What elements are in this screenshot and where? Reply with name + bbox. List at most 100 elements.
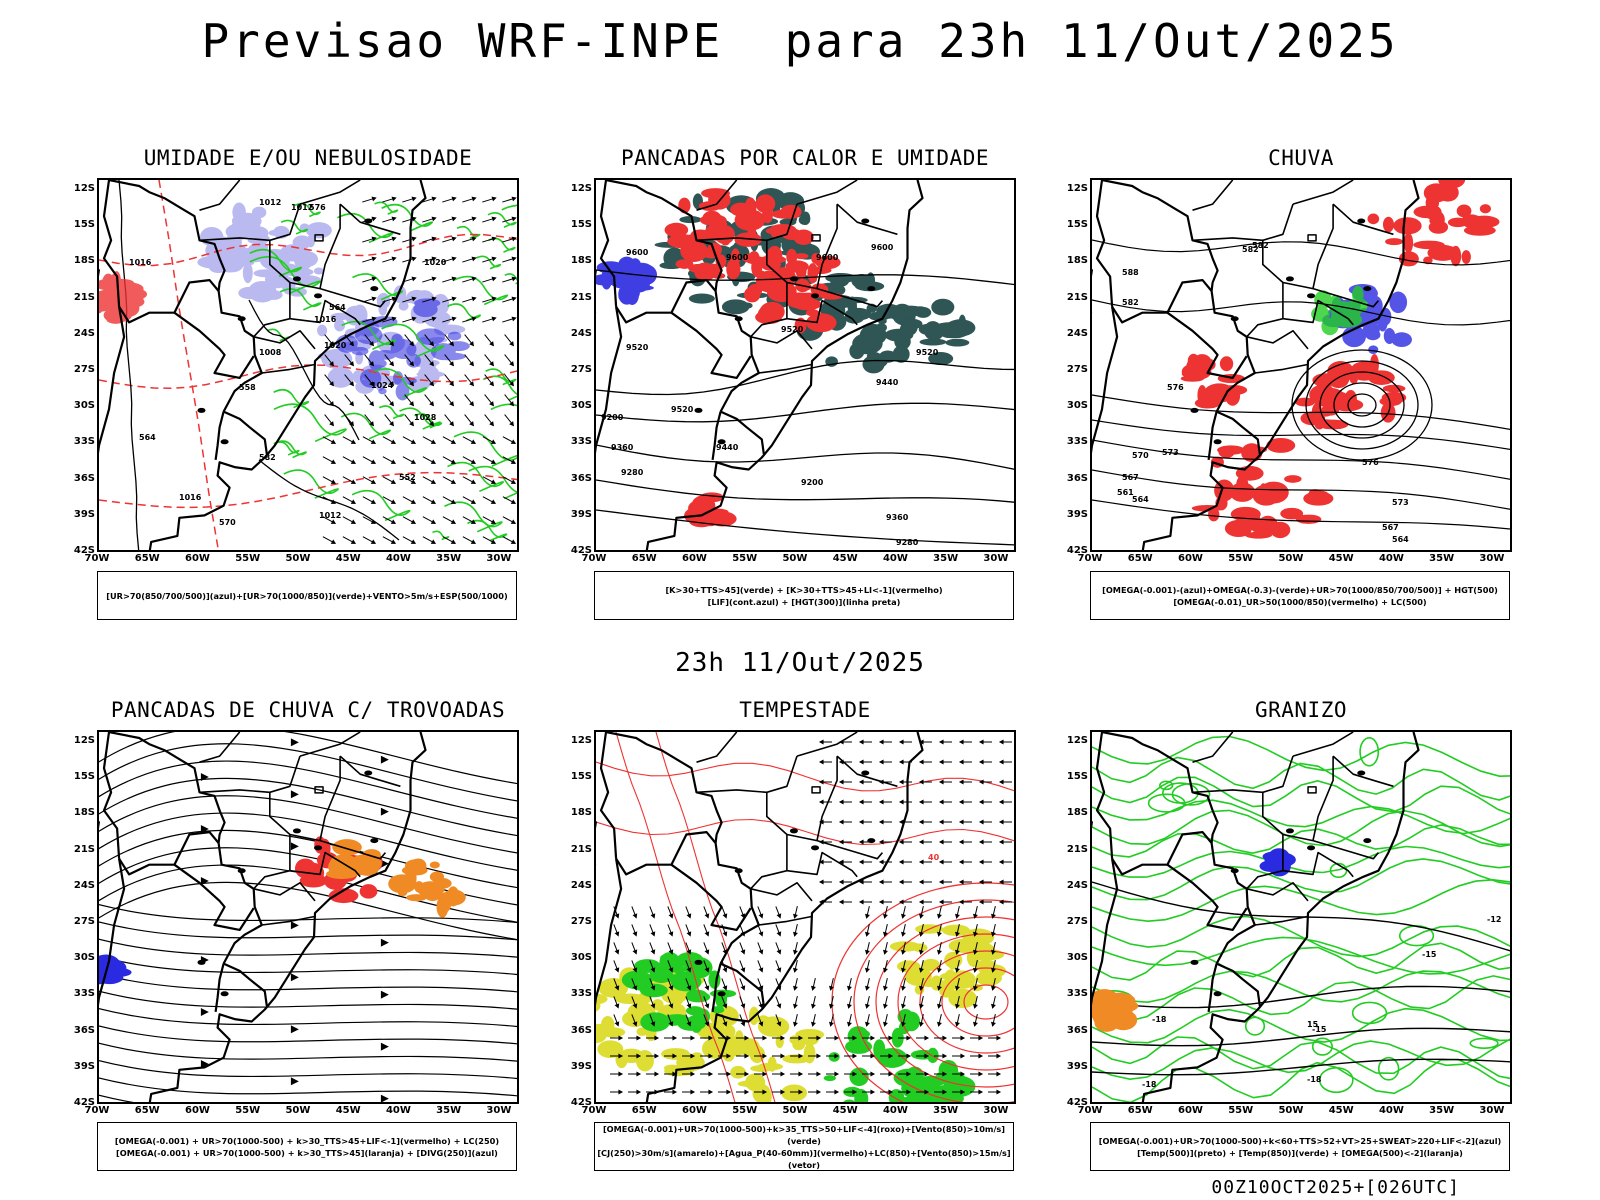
- latitude-label: 39S: [73, 508, 95, 520]
- latitude-label: 30S: [73, 400, 95, 412]
- border-line: [1101, 732, 1219, 844]
- border-line: [714, 290, 760, 413]
- border-line: [199, 732, 241, 763]
- contour-line: [941, 967, 1014, 1037]
- legend-box: [K>30+TTS>45](verde) + [K>30+TTS>45+LI<-…: [594, 571, 1014, 620]
- contour-line: [341, 320, 397, 350]
- longitude-label: 65W: [631, 1105, 657, 1116]
- streamline-arrow: [380, 1094, 389, 1102]
- latitude-label: 21S: [73, 843, 95, 855]
- lake-mark: [314, 845, 323, 851]
- longitude-label: 60W: [184, 553, 210, 564]
- contour-label: 564: [1132, 495, 1149, 504]
- border-line: [118, 858, 175, 876]
- latitude-label: 15S: [570, 219, 592, 231]
- coastline-east: [645, 180, 924, 550]
- border-line: [670, 279, 717, 314]
- contour-line: [1092, 824, 1510, 858]
- contour-label: 1024: [371, 381, 394, 390]
- lake-mark: [220, 439, 229, 445]
- legend-line: [CJ(250)>30m/s](amarelo)+[Agua_P(40-60mm…: [597, 1147, 1011, 1170]
- border-line: [319, 287, 387, 308]
- border-line: [1111, 858, 1168, 876]
- border-line: [696, 755, 798, 794]
- latitude-label: 42S: [570, 1097, 592, 1108]
- contour-label: 9280: [896, 538, 919, 547]
- longitude-label: 55W: [235, 1105, 261, 1116]
- latitude-label: 42S: [1066, 545, 1088, 556]
- lake-mark: [717, 439, 726, 445]
- streamline-arrow: [290, 738, 299, 747]
- border-line: [1332, 755, 1394, 788]
- country-borders: [99, 180, 427, 550]
- contour-line: [468, 465, 517, 500]
- longitude-label: 50W: [782, 553, 808, 564]
- latitude-label: 30S: [73, 952, 95, 964]
- contour-label: 40: [928, 853, 940, 862]
- streamline: [99, 881, 517, 941]
- contour-line: [279, 288, 322, 311]
- border-line: [289, 756, 341, 842]
- border-line: [319, 839, 387, 860]
- border-line: [1254, 363, 1308, 374]
- lake-mark: [694, 407, 703, 413]
- longitude-label: 50W: [1278, 553, 1304, 564]
- lake-mark: [1307, 845, 1316, 851]
- omega500-area: [1092, 989, 1139, 1032]
- panel-title: CHUVA: [1268, 146, 1334, 170]
- contour-line: [99, 233, 517, 267]
- panel-title: PANCADAS POR CALOR E UMIDADE: [620, 146, 989, 170]
- contour-line: [919, 950, 1014, 1054]
- longitude-label: 65W: [1127, 1105, 1153, 1116]
- streamline-arrow: [290, 1025, 299, 1034]
- contour-line: [1092, 469, 1510, 510]
- contour-label: 1028: [414, 413, 437, 422]
- contour-line: [1377, 1056, 1400, 1081]
- streamline-arrow: [290, 1077, 299, 1086]
- contour-line: [248, 299, 360, 441]
- border-line: [750, 792, 788, 890]
- contour-line: [1092, 1038, 1510, 1081]
- border-line: [670, 863, 752, 931]
- rain-omega-area: [1294, 353, 1407, 430]
- contour-label: 558: [239, 383, 256, 392]
- latitude-label: 12S: [73, 735, 95, 747]
- border-line: [1192, 180, 1234, 211]
- lake-mark: [237, 316, 246, 322]
- contour-label: 570: [219, 518, 236, 527]
- border-line: [670, 831, 717, 866]
- border-line: [711, 411, 722, 461]
- contour-line: [1092, 809, 1510, 848]
- lake-mark: [789, 276, 798, 282]
- longitude-label: 60W: [1177, 1105, 1203, 1116]
- border-line: [261, 363, 315, 374]
- contour-label: 9600: [726, 253, 749, 262]
- border-line: [102, 732, 121, 859]
- contour-label: 573: [1162, 448, 1179, 457]
- border-line: [214, 411, 225, 461]
- contour-label: 570: [1132, 451, 1149, 460]
- border-line: [1210, 842, 1256, 965]
- contour-label: 582: [1242, 245, 1259, 254]
- latitude-label: 27S: [73, 364, 95, 376]
- lake-mark: [1307, 293, 1316, 299]
- latitude-label: 15S: [1066, 219, 1088, 231]
- coastline-east: [1141, 180, 1420, 550]
- longitude-label: 35W: [436, 553, 462, 564]
- border-line: [99, 858, 126, 1006]
- contour-line: [1092, 439, 1510, 480]
- lake-mark: [1285, 276, 1294, 282]
- border-line: [786, 299, 858, 326]
- latitude-label: 33S: [570, 436, 592, 448]
- streamline-arrow: [290, 790, 299, 799]
- border-line: [99, 306, 126, 454]
- border-line: [750, 330, 813, 350]
- longitude-label: 45W: [1328, 553, 1354, 564]
- contour-labels: -12 -15 -18 -15 -18 -18 15: [1142, 915, 1501, 1089]
- coastline-east: [148, 732, 427, 1102]
- longitude-label: 45W: [1328, 1105, 1354, 1116]
- border-line: [173, 831, 220, 866]
- border-line: [696, 180, 738, 211]
- contour-label: 9440: [716, 443, 739, 452]
- lake-mark: [364, 770, 373, 776]
